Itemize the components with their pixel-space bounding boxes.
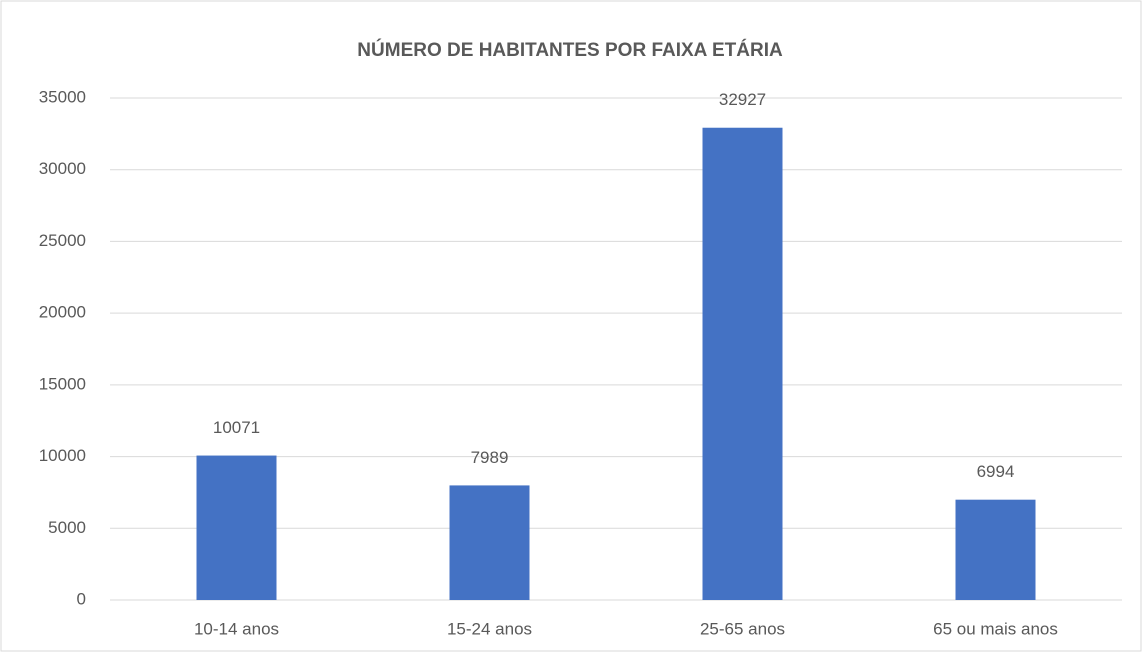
data-label: 6994 [977, 462, 1015, 481]
y-tick-label: 10000 [39, 446, 86, 465]
chart-title: NÚMERO DE HABITANTES POR FAIXA ETÁRIA [357, 39, 783, 61]
x-tick-label: 10-14 anos [194, 619, 279, 638]
y-tick-label: 15000 [39, 374, 86, 393]
y-tick-label: 35000 [39, 87, 86, 106]
y-tick-label: 30000 [39, 159, 86, 178]
y-tick-label: 0 [77, 589, 86, 608]
bar [196, 455, 277, 600]
y-tick-label: 25000 [39, 231, 86, 250]
y-tick-label: 20000 [39, 303, 86, 322]
data-label: 7989 [471, 448, 509, 467]
data-label: 32927 [719, 90, 766, 109]
data-label: 10071 [213, 418, 260, 437]
y-tick-label: 5000 [48, 518, 86, 537]
x-tick-label: 25-65 anos [700, 619, 785, 638]
bar [702, 127, 783, 601]
x-tick-label: 65 ou mais anos [933, 619, 1058, 638]
bar [955, 499, 1036, 600]
bar [449, 485, 530, 600]
x-tick-label: 15-24 anos [447, 619, 532, 638]
